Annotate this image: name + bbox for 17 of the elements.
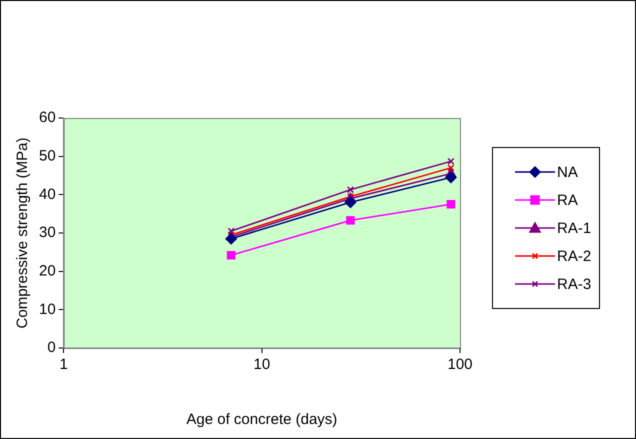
x-tick-label: 100 [447, 356, 473, 374]
y-tick-label: 30 [38, 224, 56, 242]
y-tick-label: 0 [47, 339, 56, 356]
x-tick-label: 10 [254, 356, 270, 374]
y-axis-title: Compressive strength (MPa) [14, 138, 32, 328]
y-tick-label: 60 [38, 109, 56, 126]
y-tick-label: 40 [38, 186, 56, 203]
legend-label: RA-1 [557, 220, 592, 236]
legend-label: NA [557, 164, 578, 180]
legend-label: RA-3 [557, 276, 592, 292]
y-tick-label: 20 [38, 262, 56, 280]
y-tick-label: 10 [38, 300, 56, 318]
x-tick-label: 1 [60, 356, 68, 374]
legend-label: RA [557, 192, 578, 208]
legend-label: RA-2 [557, 248, 592, 264]
y-tick-label: 50 [38, 147, 56, 164]
x-axis-title: Age of concrete (days) [186, 411, 338, 428]
